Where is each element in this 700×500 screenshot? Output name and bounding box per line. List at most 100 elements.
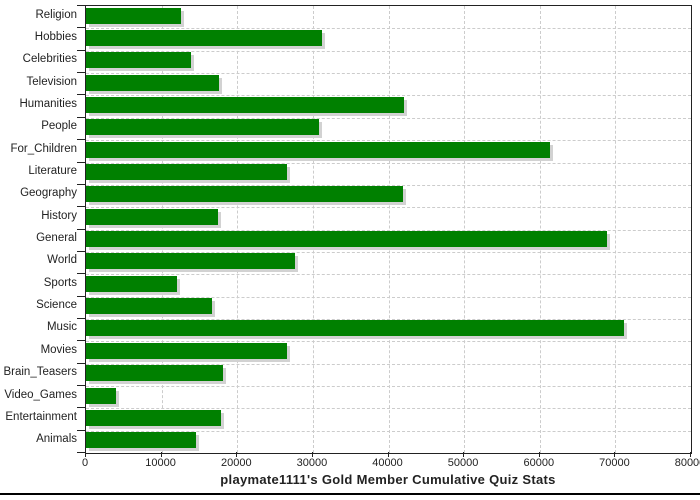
y-axis-tick [77, 72, 85, 74]
bar-celebrities [86, 52, 192, 69]
x-axis-tick [236, 452, 238, 457]
horizontal-gridline [86, 73, 691, 75]
y-axis-tick [77, 94, 85, 96]
y-axis-tick [77, 273, 85, 275]
category-label: Celebrities [22, 53, 77, 66]
bar-literature [86, 164, 288, 180]
bar-sports [86, 275, 177, 292]
horizontal-gridline [86, 251, 691, 253]
bar-music [86, 320, 624, 337]
bar-world [86, 253, 295, 270]
category-label: General [36, 232, 77, 244]
horizontal-gridline [86, 229, 691, 231]
y-axis-tick [77, 362, 85, 364]
y-axis-tick [77, 407, 85, 409]
bar-movies [86, 342, 288, 359]
horizontal-gridline [86, 95, 691, 97]
category-label: History [41, 209, 77, 222]
horizontal-gridline [86, 318, 691, 320]
x-axis-tick [387, 452, 389, 457]
horizontal-gridline [86, 274, 691, 276]
y-axis-tick [77, 49, 85, 51]
y-axis-tick [77, 116, 85, 118]
category-label: Sports [43, 276, 77, 289]
y-axis-tick [77, 206, 85, 208]
y-axis-tick [77, 5, 85, 6]
bar-history [86, 208, 218, 225]
horizontal-gridline [86, 408, 691, 410]
y-axis-tick [77, 385, 85, 386]
horizontal-gridline [86, 296, 691, 298]
category-label: Brain_Teasers [3, 366, 77, 379]
x-axis-tick [85, 452, 86, 457]
category-label: World [47, 254, 77, 267]
category-label: Animals [36, 433, 77, 446]
y-axis-tick [77, 183, 85, 185]
bar-humanities [86, 96, 405, 113]
plot-area [85, 5, 692, 454]
x-axis-tick [160, 452, 162, 457]
bar-religion [86, 7, 181, 24]
y-axis-tick [77, 317, 85, 319]
bar-video_games [86, 387, 116, 404]
bar-people [86, 119, 319, 136]
category-label: Movies [40, 343, 77, 356]
y-axis-tick [77, 429, 85, 431]
x-axis-tick [614, 452, 616, 457]
horizontal-gridline [86, 140, 691, 142]
chart-title: playmate1111's Gold Member Cumulative Qu… [220, 472, 556, 487]
category-label: Geography [20, 187, 77, 200]
bar-geography [86, 186, 403, 203]
category-label: Literature [28, 165, 77, 177]
horizontal-gridline [86, 386, 691, 387]
category-label: Video_Games [4, 388, 77, 401]
x-tick-label: 10000 [145, 457, 176, 469]
horizontal-gridline [86, 28, 691, 30]
y-axis-tick [77, 250, 85, 252]
bar-hobbies [86, 29, 322, 46]
category-label: Television [26, 75, 78, 88]
y-axis-tick [77, 228, 85, 230]
x-tick-label: 40000 [372, 457, 403, 469]
category-label: Entertainment [5, 410, 77, 423]
y-axis-tick [77, 340, 85, 342]
x-tick-label: 0 [81, 457, 89, 469]
horizontal-gridline [86, 363, 691, 365]
y-axis-tick [77, 295, 85, 297]
x-tick-label: 20000 [221, 457, 252, 469]
horizontal-gridline [86, 341, 691, 343]
category-label: Religion [35, 8, 77, 21]
horizontal-gridline [86, 184, 691, 186]
x-tick-label: 70000 [599, 457, 630, 469]
horizontal-gridline [86, 50, 691, 52]
category-label: Music [46, 321, 77, 334]
bar-science [86, 298, 212, 315]
y-axis-tick [77, 161, 85, 163]
x-tick-label: 80000 [674, 457, 700, 469]
page-divider-line [0, 493, 700, 495]
bar-general [86, 231, 608, 247]
y-axis-tick [77, 452, 85, 453]
bar-brain_teasers [86, 365, 223, 382]
x-axis-tick [538, 452, 540, 457]
category-label: Hobbies [34, 30, 77, 43]
bar-for_children [86, 141, 551, 158]
bar-television [86, 74, 220, 91]
x-tick-label: 50000 [447, 457, 479, 469]
x-axis-tick [690, 452, 691, 457]
x-axis-tick [463, 452, 465, 457]
x-tick-label: 30000 [296, 457, 328, 469]
y-axis-tick [77, 139, 85, 141]
horizontal-gridline [86, 430, 691, 432]
x-axis-tick [311, 452, 313, 457]
bar-entertainment [86, 409, 221, 426]
horizontal-gridline [86, 207, 691, 209]
category-label: Science [36, 299, 77, 312]
x-tick-label: 60000 [523, 457, 555, 469]
category-label: For_Children [10, 142, 77, 155]
bar-animals [86, 432, 197, 449]
horizontal-gridline [86, 162, 691, 164]
horizontal-gridline [86, 117, 691, 119]
category-label: Humanities [19, 97, 77, 110]
